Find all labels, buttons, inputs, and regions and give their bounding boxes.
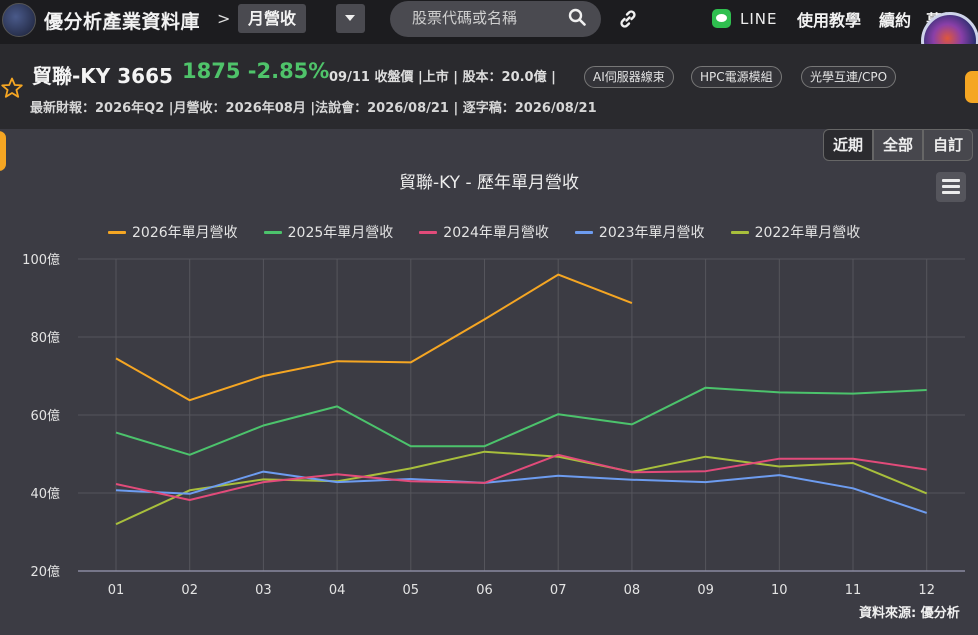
brand-title[interactable]: 優分析產業資料庫 (44, 11, 201, 33)
x-tick-label: 01 (108, 583, 125, 598)
nav-renew-link[interactable]: 續約 (879, 11, 912, 30)
legend-item[interactable]: 2022年單月營收 (730, 222, 861, 242)
legend-label: 2022年單月營收 (754, 225, 861, 241)
period-custom-button[interactable]: 自訂 (923, 129, 974, 161)
hamburger-icon (942, 179, 960, 182)
x-tick-label: 05 (403, 583, 420, 598)
period-toggle: 近期 全部 自訂 (823, 129, 974, 161)
chart-title: 貿聯-KY - 歷年單月營收 (398, 173, 579, 193)
top-nav-bar: 優分析產業資料庫 > 月營收 LINE 使用教學 續約 幕後 (0, 0, 978, 44)
legend-swatch (730, 230, 749, 234)
x-tick-label: 10 (771, 583, 788, 598)
legend-swatch (419, 230, 438, 234)
legend-label: 2024年單月營收 (443, 225, 549, 241)
search-icon[interactable] (568, 8, 586, 26)
legend-item[interactable]: 2026年單月營收 (108, 222, 238, 242)
period-recent-button[interactable]: 近期 (823, 129, 874, 161)
x-tick-label: 08 (624, 583, 641, 598)
series-line-y2023 (115, 470, 928, 514)
x-tick-label: 12 (918, 583, 935, 598)
legend-item[interactable]: 2024年單月營收 (419, 222, 549, 242)
side-panel-tab-right[interactable] (965, 71, 978, 103)
y-tick-label: 100億 (22, 252, 60, 268)
series-line-y2025 (115, 386, 927, 456)
y-tick-label: 60億 (30, 408, 60, 424)
hamburger-icon (942, 191, 960, 194)
stock-tag[interactable]: AI伺服器線束 (584, 66, 674, 88)
x-tick-label: 11 (845, 583, 862, 598)
stock-meta: 09/11 收盤價 |上市 | 股本：20.0億 | (329, 70, 556, 85)
series-line-y2022 (115, 450, 928, 526)
legend-swatch (263, 230, 282, 234)
legend-swatch (108, 230, 126, 234)
link-icon[interactable] (618, 9, 638, 29)
legend-swatch (574, 230, 593, 234)
series-line-y2024 (115, 453, 927, 501)
x-tick-label: 09 (697, 583, 714, 598)
chart-menu-button[interactable] (936, 172, 966, 202)
stock-tag[interactable]: 光學互連/CPO (801, 66, 897, 88)
chart-legend: 2026年單月營收 2025年單月營收 2024年單月營收 2023年單月營收 2022… (108, 222, 860, 242)
period-all-button[interactable]: 全部 (873, 129, 924, 161)
line-app-icon[interactable] (712, 9, 731, 28)
x-tick-label: 04 (329, 583, 346, 598)
x-tick-label: 07 (550, 583, 567, 598)
hamburger-icon (942, 185, 960, 188)
side-panel-tab-left[interactable] (0, 131, 6, 171)
nav-tutorial-link[interactable]: 使用教學 (797, 11, 862, 30)
legend-label: 2023年單月營收 (598, 225, 705, 241)
stock-report-info: 最新財報：2026年Q2 |月營收：2026年08月 |法說會：2026/08/… (30, 101, 597, 116)
breadcrumb-current-page[interactable]: 月營收 (238, 4, 307, 33)
legend-label: 2025年單月營收 (287, 225, 394, 241)
x-tick-label: 03 (255, 583, 272, 598)
page-dropdown-button[interactable] (336, 4, 365, 33)
favorite-star-icon[interactable] (0, 76, 24, 100)
x-tick-label: 06 (476, 583, 493, 598)
brand-logo[interactable] (2, 3, 36, 37)
breadcrumb-separator: > (217, 9, 231, 28)
line-link[interactable]: LINE (740, 10, 778, 28)
data-source-note: 資料來源: 優分析 (859, 606, 960, 621)
stock-tag[interactable]: HPC電源模組 (691, 66, 782, 88)
legend-item[interactable]: 2025年單月營收 (263, 222, 394, 242)
x-tick-label: 02 (181, 583, 198, 598)
legend-item[interactable]: 2023年單月營收 (574, 222, 705, 242)
stock-price-change: 1875 -2.85% (182, 59, 330, 83)
search-box (390, 1, 601, 37)
search-input[interactable] (412, 9, 562, 27)
y-tick-label: 20億 (30, 564, 60, 580)
legend-label: 2026年單月營收 (132, 225, 238, 241)
y-tick-label: 80億 (30, 330, 60, 346)
series-line-y2026 (115, 273, 633, 402)
y-tick-label: 40億 (30, 486, 60, 502)
stock-name: 貿聯-KY 3665 (32, 64, 173, 88)
